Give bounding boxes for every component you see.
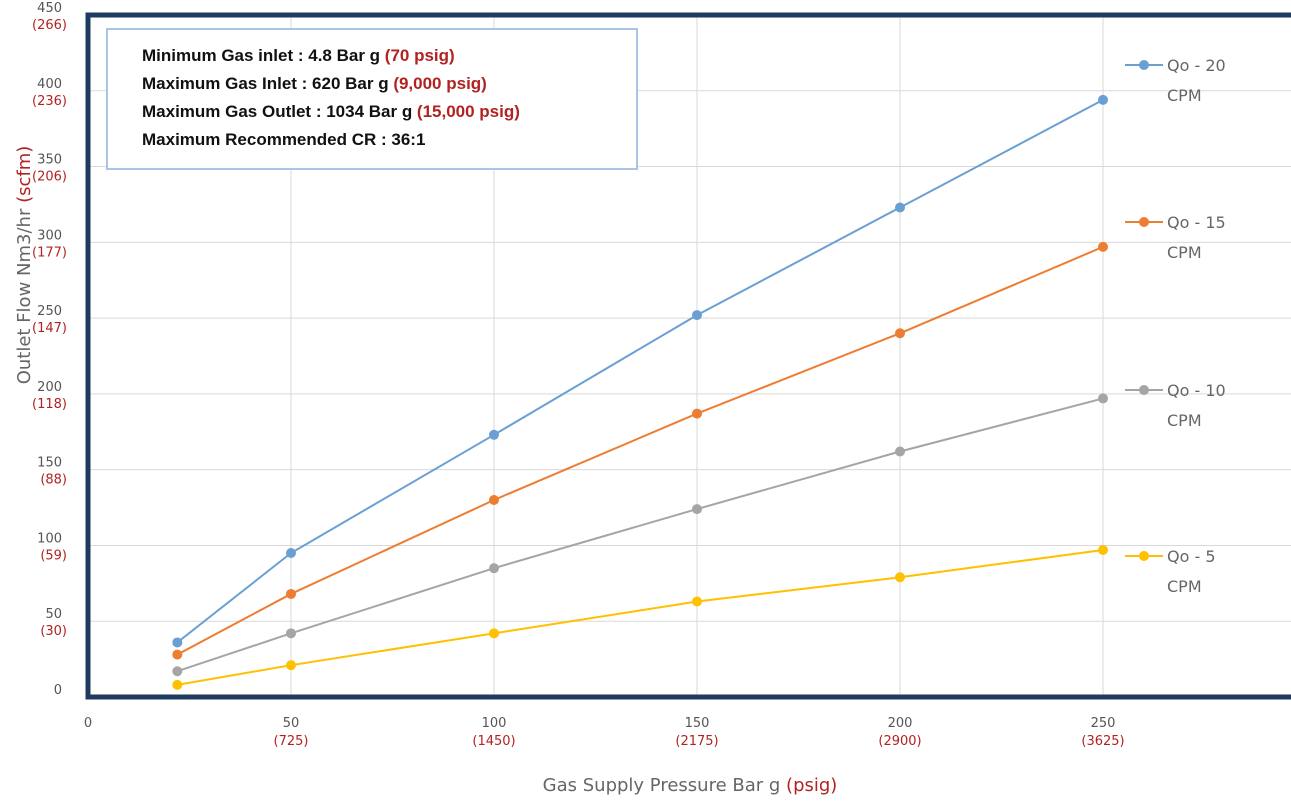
data-point [1098,544,1108,555]
series-line [176,98,1104,644]
data-point [489,494,499,505]
y-tick-label: 200 [37,380,62,395]
x-axis-title: Gas Supply Pressure Bar g (psig) [543,775,838,796]
y-tick-label: 300 [37,228,62,243]
y-tick-alt-label: (118) [32,397,67,412]
spec-text: Maximum Recommended CR : 36:1 [142,130,426,149]
y-axis-title: Outlet Flow Nm3/hr (scfm) [14,146,35,385]
y-tick-alt-label: (177) [32,245,67,260]
y-tick-alt-label: (88) [40,473,67,488]
y-tick-label: 50 [45,607,62,622]
y-tick-label: 400 [37,77,62,92]
x-tick-alt-label: (725) [274,734,309,749]
y-tick-alt-label: (236) [32,94,67,109]
data-point [172,649,183,660]
spec-text: Maximum Gas Inlet : 620 Bar g [142,74,394,93]
y-tick-alt-label: (206) [32,170,67,185]
data-point [286,548,296,559]
spec-box: Minimum Gas inlet : 4.8 Bar g (70 psig) … [106,28,638,170]
x-tick-alt-label: (2175) [675,734,718,749]
legend-label: Qo - 20 [1167,56,1226,75]
x-tick-label: 200 [888,716,913,731]
x-tick-alt-label: (1450) [472,734,515,749]
y-axis-title-unit: (scfm) [14,146,35,203]
legend-label: CPM [1167,243,1202,262]
data-point [172,637,183,648]
legend-swatch-marker [1139,217,1149,227]
legend-swatch-marker [1139,385,1149,395]
y-tick-alt-label: (30) [40,624,67,639]
y-tick-label: 450 [37,1,62,16]
y-tick-label: 350 [37,153,62,168]
x-tick-label: 150 [685,716,710,731]
spec-line-min-inlet: Minimum Gas inlet : 4.8 Bar g (70 psig) [142,42,636,70]
data-point [1098,94,1108,105]
x-tick-label: 250 [1091,716,1116,731]
spec-line-max-cr: Maximum Recommended CR : 36:1 [142,126,636,154]
y-tick-alt-label: (147) [32,321,67,336]
data-point [172,679,183,690]
legend-label: CPM [1167,577,1202,596]
data-point [286,588,296,599]
legend-swatch-marker [1139,551,1149,561]
data-point [895,328,905,339]
legend-label: CPM [1167,411,1202,430]
data-point [172,666,183,677]
spec-text: Minimum Gas inlet : 4.8 Bar g [142,46,385,65]
y-tick-label: 150 [37,456,62,471]
legend-label: Qo - 5 [1167,547,1216,566]
data-point [895,202,905,213]
spec-psig: (70 psig) [384,46,455,65]
spec-line-max-inlet: Maximum Gas Inlet : 620 Bar g (9,000 psi… [142,70,636,98]
legend-label: Qo - 15 [1167,213,1226,232]
data-point [1098,241,1108,252]
data-point [1098,393,1108,404]
data-point [489,563,499,574]
data-point [286,660,296,671]
x-tick-label: 0 [84,716,92,731]
data-point [692,596,702,607]
legend-label: Qo - 10 [1167,381,1226,400]
y-tick-alt-label: (266) [32,18,67,33]
spec-psig: (9,000 psig) [393,74,487,93]
data-point [895,446,905,457]
data-point [286,628,296,639]
data-point [692,504,702,515]
data-point [895,572,905,583]
spec-psig: (15,000 psig) [416,102,520,121]
y-tick-label: 250 [37,304,62,319]
x-tick-label: 100 [482,716,507,731]
x-tick-label: 50 [283,716,300,731]
y-tick-alt-label: (59) [40,548,67,563]
series-line [176,245,1104,656]
x-tick-alt-label: (2900) [878,734,921,749]
data-point [489,628,499,639]
spec-text: Maximum Gas Outlet : 1034 Bar g [142,102,417,121]
spec-line-max-outlet: Maximum Gas Outlet : 1034 Bar g (15,000 … [142,98,636,126]
x-axis-title-unit: (psig) [786,775,837,796]
x-tick-alt-label: (3625) [1081,734,1124,749]
data-point [489,429,499,440]
data-point [692,408,702,419]
legend-swatch-marker [1139,60,1149,70]
series-line [177,548,1104,686]
legend-label: CPM [1167,86,1202,105]
y-tick-label: 100 [37,531,62,546]
plot-frame [85,12,1291,700]
y-tick-label: 0 [54,683,62,698]
data-point [692,310,702,321]
series-line [177,397,1104,673]
